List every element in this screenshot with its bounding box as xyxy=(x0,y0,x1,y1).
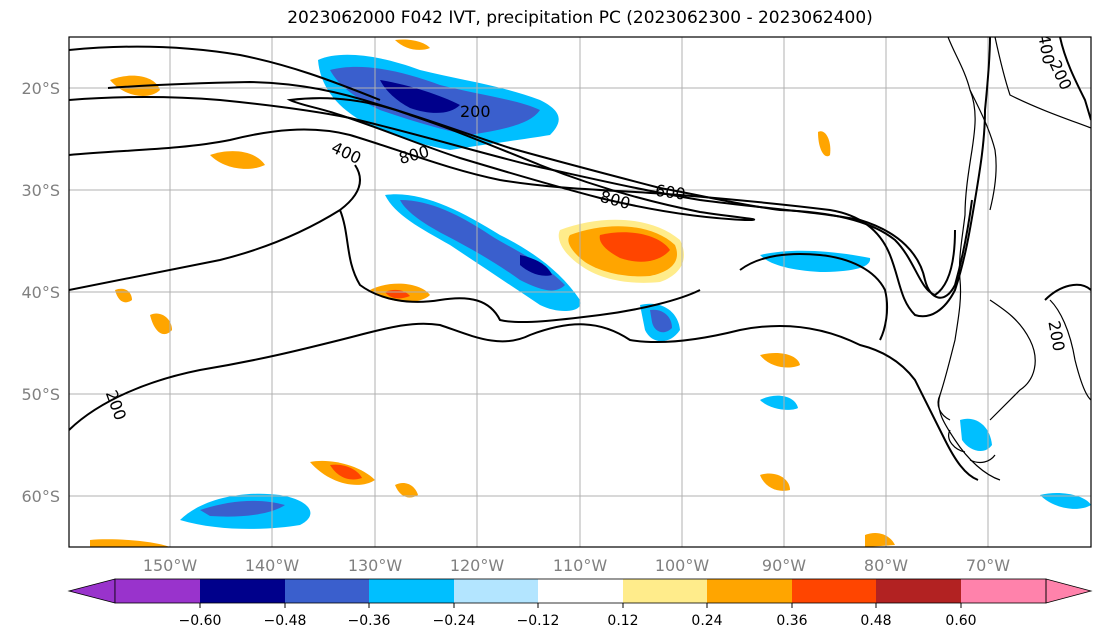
contour-label: 200 xyxy=(460,102,491,121)
lat-label: 50°S xyxy=(21,385,60,404)
colorbar-segment xyxy=(876,579,961,603)
lon-label: 70°W xyxy=(966,556,1010,575)
map-title: 2023062000 F042 IVT, precipitation PC (2… xyxy=(287,8,873,28)
colorbar-segment xyxy=(707,579,792,603)
lat-label: 20°S xyxy=(21,79,60,98)
lon-label: 80°W xyxy=(864,556,908,575)
colorbar-tick-label: 0.60 xyxy=(945,613,976,629)
colorbar-extend-low xyxy=(67,578,116,604)
coastline xyxy=(937,37,1091,481)
colorbar-extend-high xyxy=(1045,578,1093,604)
colorbar-tick-label: −0.60 xyxy=(179,613,222,629)
lon-label: 130°W xyxy=(348,556,403,575)
lon-label: 110°W xyxy=(553,556,608,575)
colorbar-tick-label: −0.12 xyxy=(517,613,560,629)
colorbar-segment xyxy=(285,579,369,603)
lon-label: 120°W xyxy=(450,556,505,575)
map-plot-area: 200 400 800 600 800 200 200 200 400 xyxy=(68,36,1092,548)
colorbar-tick-label: 0.12 xyxy=(607,613,638,629)
colorbar-tick-label: 0.36 xyxy=(776,613,807,629)
colorbar-tick-label: −0.48 xyxy=(264,613,307,629)
colorbar-tick-label: 0.24 xyxy=(691,613,722,629)
colorbar-tick-label: −0.24 xyxy=(433,613,476,629)
lat-label: 30°S xyxy=(21,181,60,200)
longitude-labels: 150°W 140°W 130°W 120°W 110°W 100°W 90°W… xyxy=(143,556,1010,575)
lon-label: 140°W xyxy=(245,556,300,575)
latitude-labels: 20°S 30°S 40°S 50°S 60°S xyxy=(21,79,60,506)
lat-label: 40°S xyxy=(21,283,60,302)
colorbar-segment xyxy=(115,579,200,603)
contour-label: 600 xyxy=(654,181,687,204)
ivt-contours xyxy=(69,37,1091,481)
colorbar-segment xyxy=(200,579,285,603)
lon-label: 100°W xyxy=(655,556,710,575)
colorbar: −0.60 −0.48 −0.36 −0.24 −0.12 0.12 0.24 … xyxy=(67,578,1093,629)
colorbar-ticks xyxy=(199,603,962,608)
colorbar-segment xyxy=(792,579,876,603)
lon-label: 150°W xyxy=(143,556,198,575)
contour-labels: 200 400 800 600 800 200 200 200 400 xyxy=(102,37,1076,423)
precip-anomaly-fills xyxy=(90,39,1091,547)
colorbar-segment xyxy=(961,579,1046,603)
map-gridlines xyxy=(69,37,1091,547)
colorbar-segment xyxy=(369,579,454,603)
lat-label: 60°S xyxy=(21,487,60,506)
colorbar-tick-label: 0.48 xyxy=(860,613,891,629)
colorbar-segment xyxy=(454,579,538,603)
colorbar-segment xyxy=(623,579,707,603)
colorbar-tick-label: −0.36 xyxy=(348,613,391,629)
lon-label: 90°W xyxy=(762,556,806,575)
map-frame xyxy=(68,36,1092,548)
colorbar-segment xyxy=(538,579,623,603)
